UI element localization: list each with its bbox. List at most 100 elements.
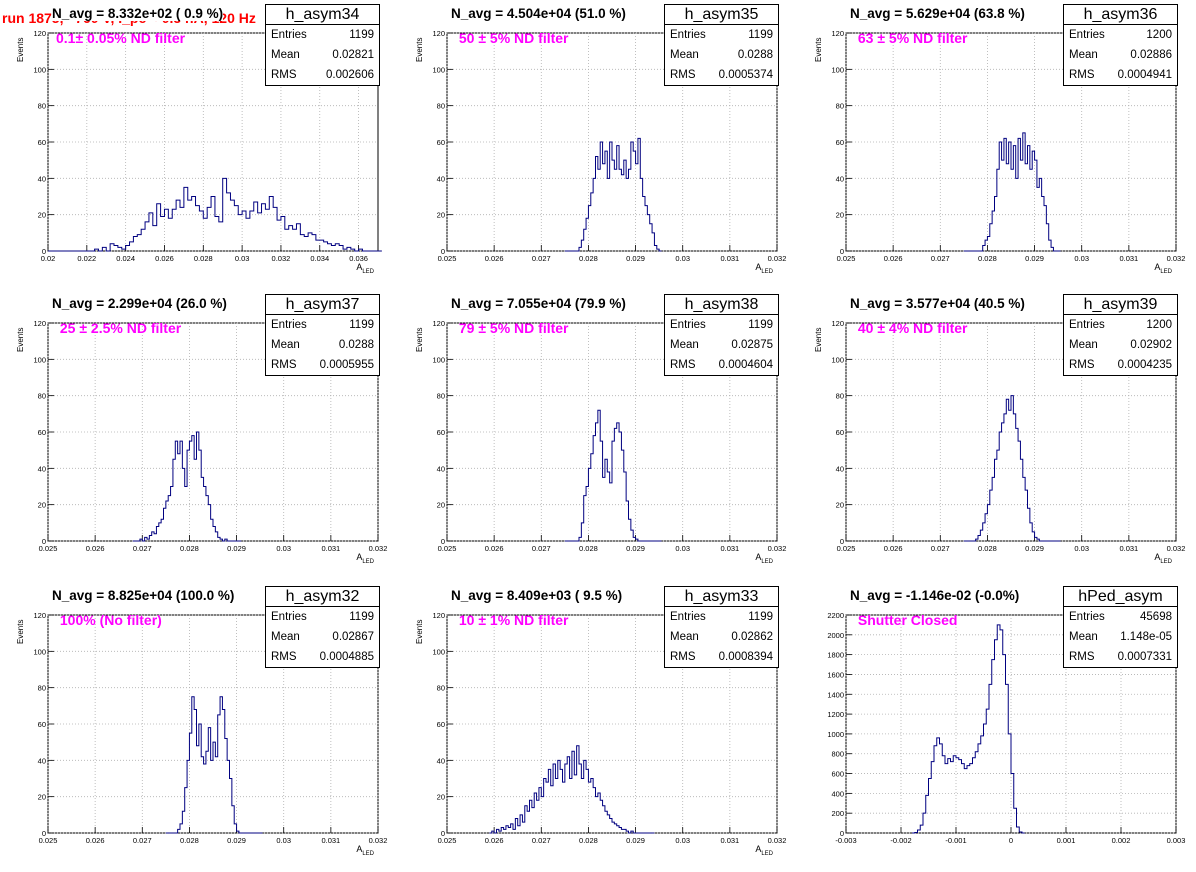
x-tick-label: 0.025	[438, 544, 457, 553]
x-axis-label: ALED	[356, 552, 374, 565]
y-tick-label: 100	[33, 355, 46, 364]
x-axis-label-main: A	[1154, 262, 1161, 272]
y-tick-label: 1000	[827, 730, 844, 739]
x-tick-label: -0.002	[890, 836, 911, 845]
stats-entries-label: Entries	[271, 611, 307, 623]
y-tick-label: 20	[38, 211, 46, 220]
x-tick-label: 0.026	[155, 254, 174, 263]
x-tick-label: 0.026	[485, 544, 504, 553]
stats-rms-value: 0.0004941	[1117, 69, 1172, 81]
x-tick-label: 0.031	[720, 836, 739, 845]
histogram-series	[912, 624, 1025, 834]
histogram-panel: -0.003 -0.002 -0.001 0 0.001 0.002 0.003 0 200 40…	[798, 582, 1196, 872]
stats-entries-row: Entries 1199	[266, 315, 379, 335]
y-tick-label: 40	[38, 756, 46, 765]
x-tick-label: 0.032	[768, 254, 787, 263]
stats-mean-value: 0.02867	[332, 631, 374, 643]
stats-entries-row: Entries 1199	[665, 607, 778, 627]
x-tick-label: 0.028	[579, 836, 598, 845]
stats-rms-row: RMS 0.0008394	[665, 647, 778, 667]
histogram-panel: 0.025 0.026 0.027 0.028 0.029 0.03 0.031 0.032 0…	[399, 0, 797, 290]
x-tick-label: 0.029	[626, 836, 645, 845]
stats-rms-row: RMS 0.002606	[266, 65, 379, 85]
y-tick-label: 400	[831, 789, 844, 798]
y-tick-label: 20	[38, 793, 46, 802]
x-axis-label-main: A	[755, 262, 762, 272]
stats-entries-label: Entries	[1069, 611, 1105, 623]
histogram-panel: 0.025 0.026 0.027 0.028 0.029 0.03 0.031 0.032 0…	[399, 290, 797, 580]
stats-mean-row: Mean 0.02821	[266, 45, 379, 65]
x-tick-label: 0.025	[438, 836, 457, 845]
y-axis-label: Events	[415, 37, 424, 62]
stats-mean-row: Mean 0.02886	[1064, 45, 1177, 65]
x-axis-label: ALED	[755, 844, 773, 857]
y-tick-label: 20	[437, 211, 445, 220]
x-tick-label: 0.03	[1074, 254, 1089, 263]
y-tick-label: 120	[33, 319, 46, 328]
stats-rms-row: RMS 0.0004885	[266, 647, 379, 667]
y-tick-label: 120	[33, 29, 46, 38]
x-axis-label-main: A	[1154, 552, 1161, 562]
stats-entries-row: Entries 1200	[1064, 25, 1177, 45]
y-tick-label: 1400	[827, 690, 844, 699]
y-tick-label: 800	[831, 750, 844, 759]
x-tick-label: 0.02	[41, 254, 56, 263]
filter-label: 100% (No filter)	[56, 612, 162, 628]
x-tick-label: 0.032	[369, 544, 388, 553]
stats-rms-label: RMS	[670, 359, 696, 371]
histogram-name: h_asym39	[1064, 295, 1177, 315]
histogram-panel: 0.025 0.026 0.027 0.028 0.029 0.03 0.031 0.032 0…	[798, 290, 1196, 580]
y-tick-label: 60	[38, 428, 46, 437]
x-tick-label: 0.026	[884, 544, 903, 553]
navg-label: N_avg = 4.504e+04 (51.0 %)	[451, 6, 626, 21]
stats-mean-row: Mean 0.02902	[1064, 335, 1177, 355]
x-tick-label: 0.002	[1112, 836, 1131, 845]
y-tick-label: 60	[836, 138, 844, 147]
stats-rms-label: RMS	[670, 651, 696, 663]
stats-mean-label: Mean	[670, 631, 699, 643]
histogram-name: h_asym36	[1064, 5, 1177, 25]
stats-rms-value: 0.002606	[326, 69, 374, 81]
y-tick-label: 60	[38, 720, 46, 729]
y-tick-label: 100	[432, 65, 445, 74]
stats-entries-label: Entries	[1069, 29, 1105, 41]
y-tick-label: 20	[437, 501, 445, 510]
stats-mean-row: Mean 0.02862	[665, 627, 778, 647]
stats-mean-value: 0.02886	[1130, 49, 1172, 61]
y-tick-label: 20	[38, 501, 46, 510]
stats-rms-value: 0.0004885	[319, 651, 374, 663]
stats-entries-label: Entries	[271, 29, 307, 41]
x-tick-label: 0.026	[884, 254, 903, 263]
stats-entries-row: Entries 1200	[1064, 315, 1177, 335]
y-tick-label: 2200	[827, 611, 844, 620]
stats-mean-label: Mean	[1069, 631, 1098, 643]
x-tick-label: 0.027	[931, 254, 950, 263]
x-tick-label: 0.036	[349, 254, 368, 263]
y-tick-label: 40	[437, 756, 445, 765]
stats-rms-value: 0.0008394	[718, 651, 773, 663]
stats-mean-value: 0.0288	[737, 49, 773, 61]
y-tick-label: 80	[437, 684, 445, 693]
stats-mean-value: 0.0288	[338, 339, 374, 351]
y-tick-label: 0	[840, 537, 844, 546]
x-tick-label: 0.03	[1074, 544, 1089, 553]
stats-mean-row: Mean 0.02867	[266, 627, 379, 647]
x-axis-label-subscript: LED	[761, 268, 773, 275]
stats-rms-row: RMS 0.0004941	[1064, 65, 1177, 85]
y-tick-label: 1200	[827, 710, 844, 719]
histogram-name: h_asym32	[266, 587, 379, 607]
y-tick-label: 2000	[827, 631, 844, 640]
x-tick-label: 0.027	[532, 544, 551, 553]
y-tick-label: 0	[42, 537, 46, 546]
y-tick-label: 120	[831, 29, 844, 38]
y-tick-label: 0	[441, 537, 445, 546]
stats-entries-row: Entries 45698	[1064, 607, 1177, 627]
x-axis-label: ALED	[1154, 262, 1172, 275]
x-tick-label: 0.028	[978, 254, 997, 263]
x-tick-label: 0.029	[1025, 544, 1044, 553]
x-tick-label: 0.031	[321, 836, 340, 845]
stats-rms-value: 0.0004604	[718, 359, 773, 371]
y-tick-label: 120	[831, 319, 844, 328]
histogram-series	[489, 745, 655, 834]
stats-mean-label: Mean	[1069, 49, 1098, 61]
